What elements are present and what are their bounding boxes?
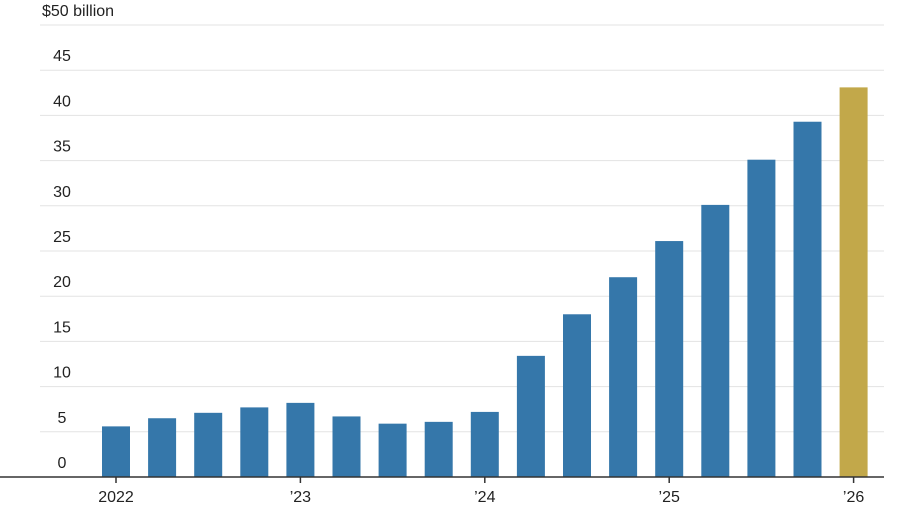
bar-10 (563, 314, 591, 477)
bar-9 (516, 355, 545, 477)
x-tick-label-1: ’23 (290, 489, 311, 506)
bar-15 (793, 121, 822, 477)
y-axis-tick-labels: 0 5 10 15 20 25 30 35 40 45 $50 billion (42, 3, 114, 472)
bar-8 (470, 411, 499, 477)
bar-5 (332, 416, 361, 477)
y-tick-label-25: 25 (53, 229, 71, 246)
y-tick-label-35: 35 (53, 139, 71, 156)
bar-13 (701, 204, 730, 477)
bars (102, 87, 868, 478)
bar-14 (747, 159, 776, 478)
x-tick-label-0: 2022 (98, 489, 134, 506)
bar-7 (424, 421, 453, 477)
x-tick-label-2: ’24 (474, 489, 495, 506)
bar-2 (194, 412, 223, 477)
bar-6 (378, 423, 407, 477)
y-tick-label-30: 30 (53, 184, 71, 201)
y-tick-label-50: $50 billion (42, 3, 114, 20)
x-tick-label-3: ’25 (659, 489, 680, 506)
bar-1 (148, 418, 177, 477)
bar-12 (655, 241, 684, 477)
bar-11 (609, 277, 638, 477)
gridlines (40, 24, 884, 433)
x-tick-label-4: ’26 (843, 489, 864, 506)
bar-16 (839, 87, 868, 477)
y-tick-label-20: 20 (53, 274, 71, 291)
x-axis-ticks: 2022 ’23 ’24 ’25 ’26 (98, 477, 864, 506)
y-tick-label-40: 40 (53, 93, 71, 110)
bar-4 (286, 402, 315, 477)
y-tick-label-10: 10 (53, 365, 71, 382)
bar-3 (240, 407, 269, 477)
y-tick-label-15: 15 (53, 319, 71, 336)
y-tick-label-45: 45 (53, 48, 71, 65)
y-tick-label-5: 5 (58, 410, 67, 427)
y-tick-label-0: 0 (58, 455, 67, 472)
bar-0 (102, 426, 130, 477)
